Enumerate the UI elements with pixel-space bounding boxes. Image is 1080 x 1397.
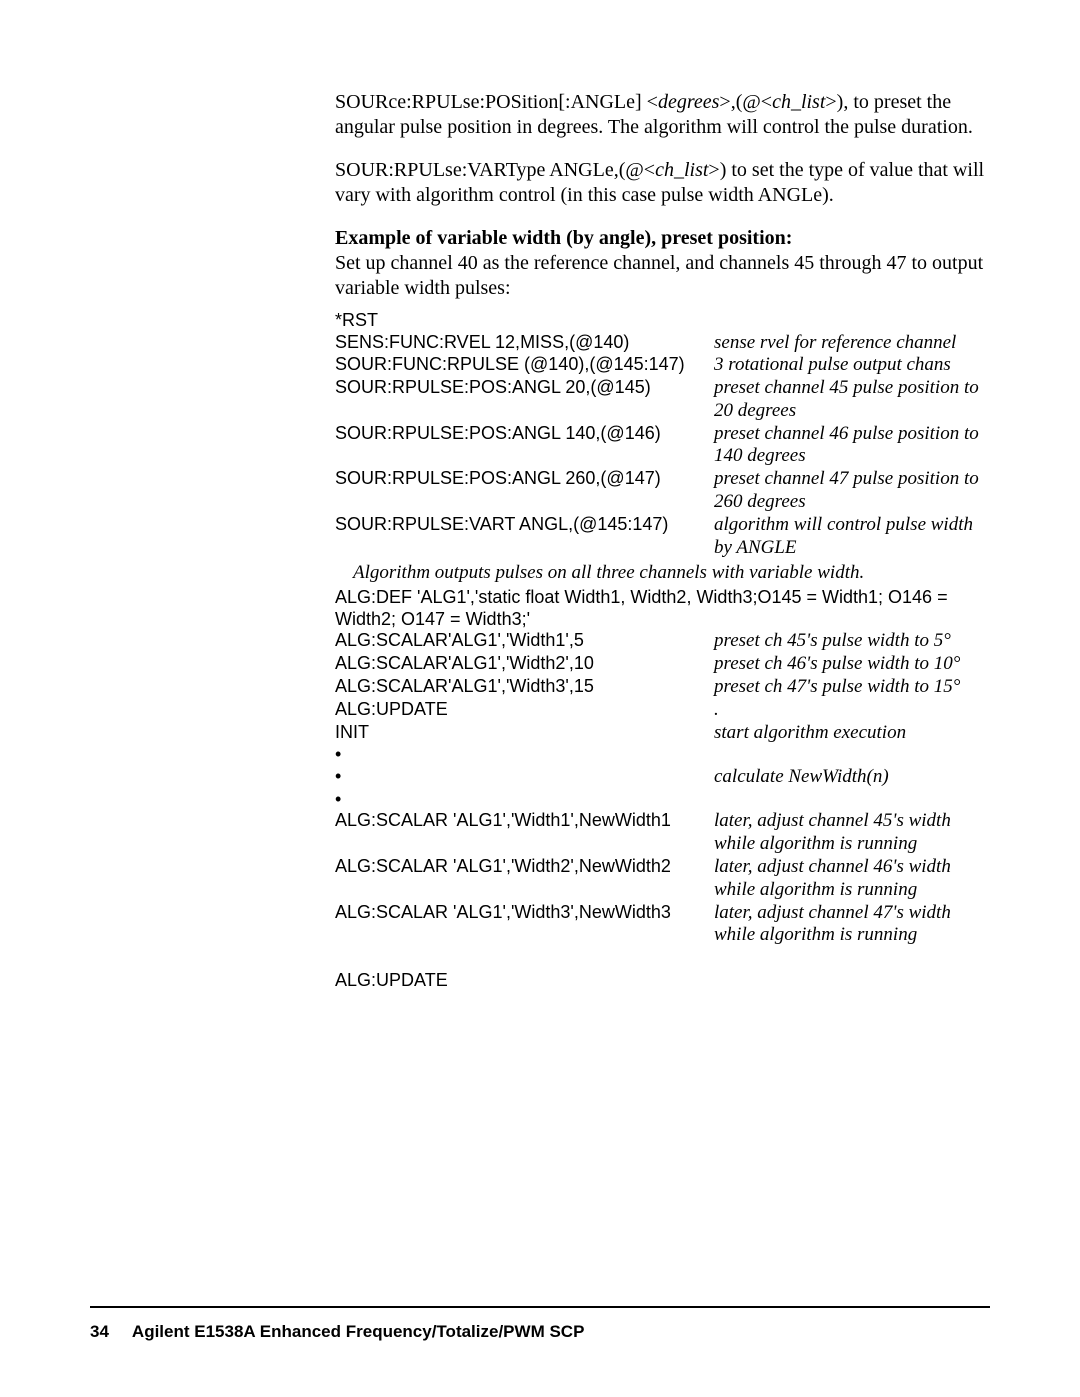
cmd-row-4: SOUR:RPULSE:POS:ANGL 140,(@146) preset c…: [335, 423, 995, 469]
paragraph-2: SOUR:RPULse:VARType ANGLe,(@<ch_list>) t…: [335, 158, 995, 208]
p1-seg4: ch_list: [772, 91, 825, 113]
command-block: *RST SENS:FUNC:RVEL 12,MISS,(@140) sense…: [335, 309, 995, 992]
cmd-r15-l: ALG:SCALAR 'ALG1','Width3',NewWidth3: [335, 902, 710, 924]
page-number: 34: [90, 1322, 109, 1341]
p1-seg1: SOURce:RPULse:POSition[:ANGLe] <: [335, 91, 658, 113]
cmd-r13-l: ALG:SCALAR 'ALG1','Width1',NewWidth1: [335, 810, 710, 832]
cmd-row-14: ALG:SCALAR 'ALG1','Width2',NewWidth2 lat…: [335, 856, 995, 902]
cmd-r5-l: SOUR:RPULSE:POS:ANGL 260,(@147): [335, 468, 710, 490]
cmd-r7-l: ALG:SCALAR'ALG1','Width1',5: [335, 630, 710, 652]
example-block: Example of variable width (by angle), pr…: [335, 226, 995, 301]
cmd-r4-l: SOUR:RPULSE:POS:ANGL 140,(@146): [335, 423, 710, 445]
cmd-r14-r: later, adjust channel 46's width while a…: [710, 856, 995, 902]
example-heading: Example of variable width (by angle), pr…: [335, 227, 792, 249]
paragraph-1: SOURce:RPULse:POSition[:ANGLe] <degrees>…: [335, 90, 995, 140]
bullet-row-2: • calculate NewWidth(n): [335, 766, 995, 789]
cmd-r11-r: start algorithm execution: [710, 722, 906, 745]
cmd-row-3: SOUR:RPULSE:POS:ANGL 20,(@145) preset ch…: [335, 377, 995, 423]
cmd-r14-l: ALG:SCALAR 'ALG1','Width2',NewWidth2: [335, 856, 710, 878]
cmd-row-15: ALG:SCALAR 'ALG1','Width3',NewWidth3 lat…: [335, 902, 995, 948]
cmd-row-6: SOUR:RPULSE:VART ANGL,(@145:147) algorit…: [335, 514, 995, 560]
bullet-2: •: [335, 766, 710, 788]
footer-title: Agilent E1538A Enhanced Frequency/Totali…: [132, 1322, 584, 1341]
cmd-row-8: ALG:SCALAR'ALG1','Width2',10 preset ch 4…: [335, 653, 995, 676]
p1-seg2: degrees: [658, 91, 719, 113]
cmd-r10-r: .: [710, 699, 719, 722]
cmd-row-10: ALG:UPDATE .: [335, 699, 995, 722]
cmd-r9-r: preset ch 47's pulse width to 15°: [710, 676, 960, 699]
cmd-row-5: SOUR:RPULSE:POS:ANGL 260,(@147) preset c…: [335, 468, 995, 514]
cmd-r6-r: algorithm will control pulse width by AN…: [710, 514, 995, 560]
cmd-r9-l: ALG:SCALAR'ALG1','Width3',15: [335, 676, 710, 698]
cmd-r8-r: preset ch 46's pulse width to 10°: [710, 653, 960, 676]
cmd-row-7: ALG:SCALAR'ALG1','Width1',5 preset ch 45…: [335, 630, 995, 653]
cmd-r5-r: preset channel 47 pulse position to 260 …: [710, 468, 995, 514]
cmd-r3-l: SOUR:RPULSE:POS:ANGL 20,(@145): [335, 377, 710, 399]
p2-seg2: ch_list: [655, 159, 708, 181]
cmd-r1-l: SENS:FUNC:RVEL 12,MISS,(@140): [335, 332, 710, 354]
cmd-row-1: SENS:FUNC:RVEL 12,MISS,(@140) sense rvel…: [335, 332, 995, 355]
p1-seg3: >,(@<: [719, 91, 772, 113]
alg-note: Algorithm outputs pulses on all three ch…: [353, 561, 995, 585]
cmd-r6-l: SOUR:RPULSE:VART ANGL,(@145:147): [335, 514, 710, 536]
p2-seg1: SOUR:RPULse:VARType ANGLe,(@<: [335, 159, 655, 181]
page: SOURce:RPULse:POSition[:ANGLe] <degrees>…: [0, 0, 1080, 1397]
cmd-row-2: SOUR:FUNC:RPULSE (@140),(@145:147) 3 rot…: [335, 354, 995, 377]
cmd-r2-l: SOUR:FUNC:RPULSE (@140),(@145:147): [335, 354, 710, 376]
bullet-row-3: •: [335, 789, 995, 811]
cmd-r15-r: later, adjust channel 47's width while a…: [710, 902, 995, 948]
cmd-r4-r: preset channel 46 pulse position to 140 …: [710, 423, 995, 469]
footer-sep: [114, 1322, 128, 1341]
cmd-r10-l: ALG:UPDATE: [335, 699, 710, 721]
cmd-row-9: ALG:SCALAR'ALG1','Width3',15 preset ch 4…: [335, 676, 995, 699]
cmd-r8-l: ALG:SCALAR'ALG1','Width2',10: [335, 653, 710, 675]
page-footer: 34 Agilent E1538A Enhanced Frequency/Tot…: [90, 1306, 990, 1342]
bullet-3: •: [335, 789, 710, 811]
example-body: Set up channel 40 as the reference chann…: [335, 252, 983, 299]
cmd-r7-r: preset ch 45's pulse width to 5°: [710, 630, 951, 653]
cmd-r12-r: calculate NewWidth(n): [710, 766, 889, 789]
bullet-1: •: [335, 744, 710, 766]
cmd-r1-r: sense rvel for reference channel: [710, 332, 956, 355]
cmd-r2-r: 3 rotational pulse output chans: [710, 354, 951, 377]
cmd-rst: *RST: [335, 309, 995, 332]
cmd-row-13: ALG:SCALAR 'ALG1','Width1',NewWidth1 lat…: [335, 810, 995, 856]
bullet-row-1: •: [335, 744, 995, 766]
alg-def: ALG:DEF 'ALG1','static float Width1, Wid…: [335, 587, 995, 630]
cmd-final: ALG:UPDATE: [335, 969, 995, 992]
content-area: SOURce:RPULse:POSition[:ANGLe] <degrees>…: [335, 90, 995, 992]
cmd-row-11: INIT start algorithm execution: [335, 722, 995, 745]
cmd-r11-l: INIT: [335, 722, 710, 744]
cmd-r3-r: preset channel 45 pulse position to 20 d…: [710, 377, 995, 423]
cmd-r13-r: later, adjust channel 45's width while a…: [710, 810, 995, 856]
